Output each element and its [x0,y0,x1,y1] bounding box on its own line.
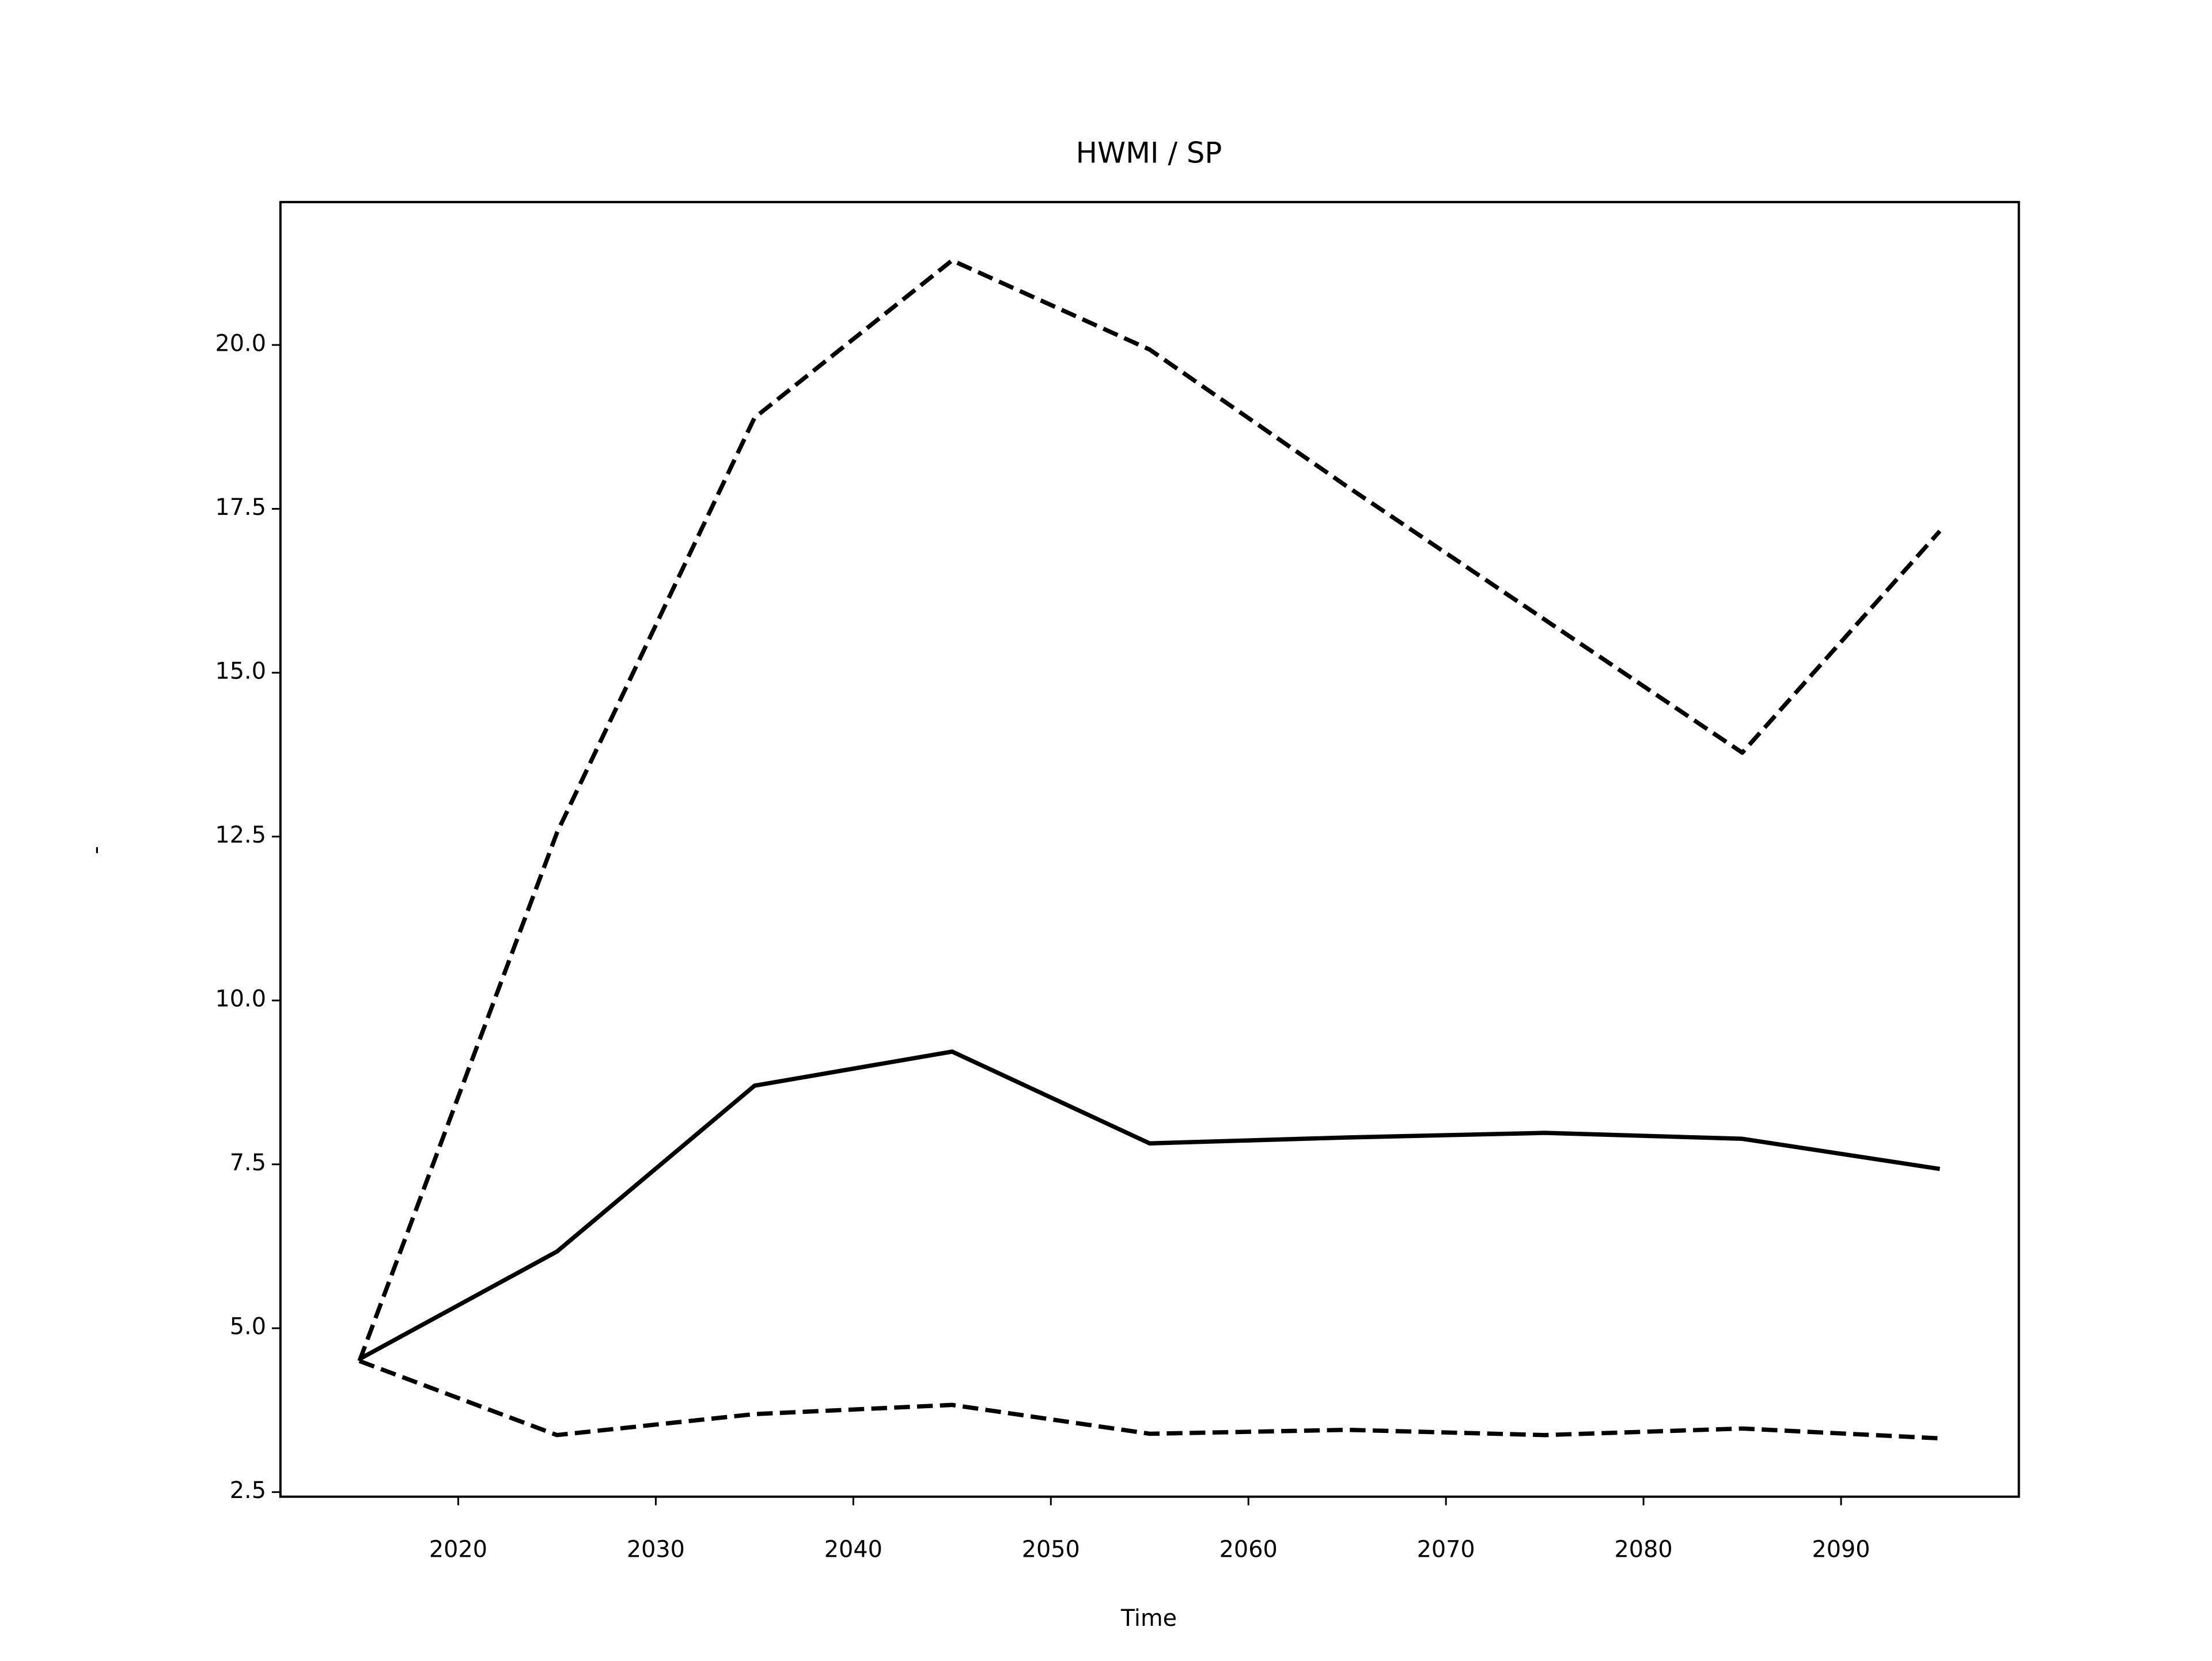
y-tick-label: 17.5 [215,494,266,521]
series-line [358,1359,1940,1441]
plot-frame [279,200,2020,1498]
y-axis-label: - [82,846,109,854]
series-line [358,1049,1941,1361]
x-tick-label: 2020 [429,1537,487,1563]
y-tick-label: 7.5 [230,1150,266,1176]
chart-title: HWMI / SP [1076,136,1222,169]
y-tick-label: 20.0 [215,330,266,357]
y-tick-label: 10.0 [215,986,266,1012]
series-line [357,258,1942,1362]
x-tick-label: 2070 [1417,1537,1475,1563]
x-tick-label: 2030 [627,1537,685,1563]
x-tick-label: 2040 [824,1537,882,1563]
x-tick-label: 2090 [1812,1537,1870,1563]
x-tick-label: 2060 [1219,1537,1278,1563]
y-tick-label: 5.0 [230,1314,266,1340]
x-tick-label: 2080 [1615,1537,1673,1563]
y-tick-label: 15.0 [215,658,266,685]
x-tick-label: 2050 [1022,1537,1080,1563]
x-axis-label: Time [1120,1605,1177,1632]
y-tick-label: 12.5 [215,822,266,848]
y-tick-label: 2.5 [230,1477,266,1504]
